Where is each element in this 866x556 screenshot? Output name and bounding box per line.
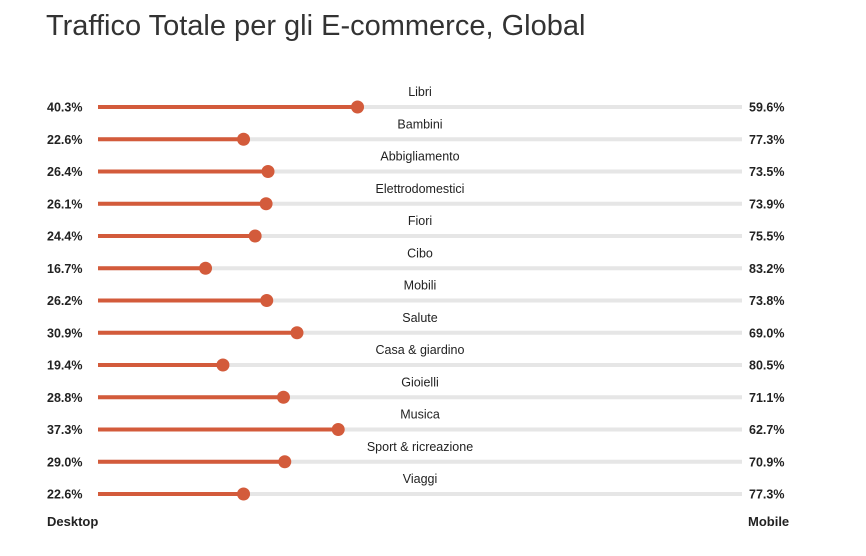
mobile-value-label: 80.5% (749, 359, 784, 373)
desktop-value-label: 37.3% (47, 423, 82, 437)
desktop-dot (248, 229, 262, 243)
desktop-value-label: 26.4% (47, 165, 82, 179)
footer-mobile-label: Mobile (748, 514, 790, 529)
desktop-dot (290, 326, 304, 340)
desktop-value-label: 28.8% (47, 391, 82, 405)
mobile-value-label: 70.9% (749, 455, 784, 469)
category-label: Libri (408, 85, 432, 99)
desktop-value-label: 26.2% (47, 294, 82, 308)
desktop-value-label: 40.3% (47, 101, 82, 115)
desktop-dot (237, 132, 251, 146)
mobile-value-label: 73.9% (749, 197, 784, 211)
category-label: Mobili (404, 279, 437, 293)
mobile-value-label: 73.5% (749, 165, 784, 179)
desktop-dot (259, 197, 273, 211)
category-label: Musica (400, 408, 440, 422)
desktop-value-label: 24.4% (47, 230, 82, 244)
mobile-value-label: 73.8% (749, 294, 784, 308)
category-label: Salute (402, 311, 437, 325)
mobile-value-label: 77.3% (749, 488, 784, 502)
desktop-dot (237, 487, 251, 501)
desktop-dot (276, 390, 290, 404)
desktop-dot (260, 294, 274, 307)
category-label: Elettrodomestici (376, 182, 465, 196)
category-label: Sport & ricreazione (367, 440, 473, 454)
category-label: Cibo (407, 246, 433, 260)
desktop-value-label: 19.4% (47, 359, 82, 373)
category-label: Bambini (397, 117, 442, 131)
desktop-dot (216, 358, 230, 372)
mobile-value-label: 75.5% (749, 230, 784, 244)
mobile-value-label: 71.1% (749, 391, 784, 405)
mobile-value-label: 77.3% (749, 133, 784, 147)
category-label: Fiori (408, 214, 432, 228)
desktop-value-label: 26.1% (47, 197, 82, 211)
category-label: Viaggi (403, 472, 438, 486)
desktop-dot (331, 423, 345, 436)
category-label: Casa & giardino (376, 343, 465, 357)
desktop-value-label: 30.9% (47, 326, 82, 340)
desktop-value-label: 22.6% (47, 488, 82, 502)
desktop-value-label: 22.6% (47, 133, 82, 147)
desktop-dot (278, 455, 292, 469)
desktop-value-label: 29.0% (47, 455, 82, 469)
desktop-value-label: 16.7% (47, 262, 82, 276)
mobile-value-label: 59.6% (749, 101, 784, 115)
desktop-dot (199, 261, 213, 275)
category-label: Gioielli (401, 375, 439, 389)
category-label: Abbigliamento (380, 150, 459, 164)
chart-title: Traffico Totale per gli E-commerce, Glob… (46, 10, 586, 42)
mobile-value-label: 83.2% (749, 262, 784, 276)
mobile-value-label: 69.0% (749, 326, 784, 340)
desktop-dot (261, 165, 275, 178)
desktop-dot (351, 100, 365, 114)
mobile-value-label: 62.7% (749, 423, 784, 437)
footer-desktop-label: Desktop (47, 514, 99, 529)
